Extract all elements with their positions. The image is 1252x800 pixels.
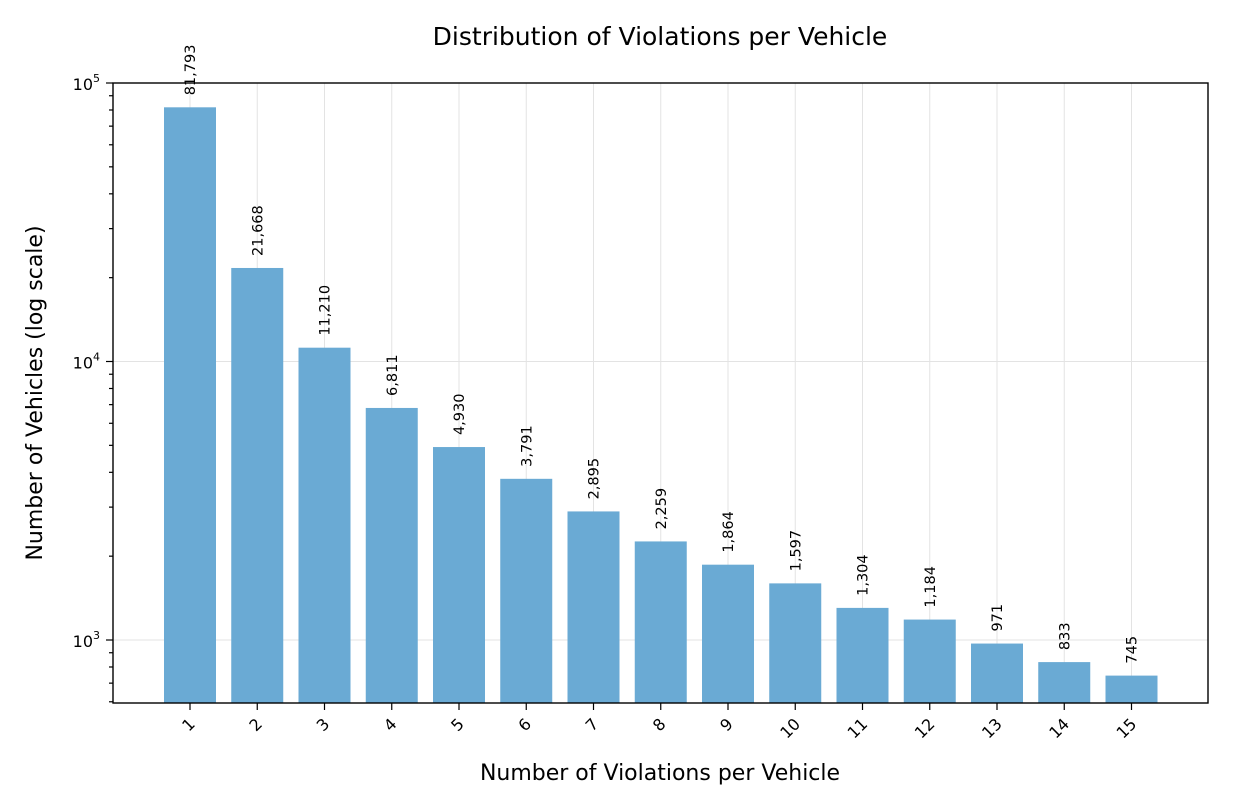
bar <box>433 447 485 703</box>
plot-frame <box>112 82 1209 704</box>
x-tick-label: 8 <box>649 714 670 735</box>
data-label: 81,793 <box>183 45 199 96</box>
data-label: 1,184 <box>923 566 939 608</box>
x-axis-label: Number of Violations per Vehicle <box>480 761 840 786</box>
data-label: 1,864 <box>721 511 737 553</box>
y-axis-label: Number of Vehicles (log scale) <box>23 225 48 560</box>
bar <box>231 267 284 703</box>
data-label: 21,668 <box>250 205 266 256</box>
data-label: 6,811 <box>385 354 401 396</box>
data-label: 2,259 <box>654 488 670 530</box>
bar <box>567 511 620 703</box>
bar <box>769 583 822 703</box>
data-label: 11,210 <box>318 285 334 336</box>
bar <box>634 541 687 703</box>
bar <box>298 347 351 703</box>
x-tick-label: 2 <box>245 714 266 735</box>
bar <box>702 564 754 703</box>
data-label: 3,791 <box>519 425 535 467</box>
x-tick-label: 7 <box>582 714 603 735</box>
bar <box>836 607 889 703</box>
bar <box>500 478 553 703</box>
bar <box>903 619 956 703</box>
x-tick-label: 13 <box>978 714 1006 742</box>
x-tick-label: 9 <box>716 714 737 735</box>
y-tick-label: 104 <box>73 351 100 373</box>
x-tick-label: 12 <box>911 714 939 742</box>
x-tick-label: 10 <box>776 714 804 742</box>
x-tick-label: 5 <box>447 714 468 735</box>
x-tick-label: 6 <box>514 714 535 735</box>
data-label: 971 <box>990 604 1006 632</box>
x-tick-label: 3 <box>313 714 334 735</box>
data-label: 4,930 <box>452 394 468 436</box>
bar <box>971 643 1023 703</box>
data-label: 745 <box>1125 636 1141 664</box>
x-tick-label: 1 <box>178 714 199 735</box>
data-label: 1,597 <box>788 530 804 572</box>
bar <box>164 107 216 704</box>
y-tick-label: 103 <box>73 629 100 651</box>
x-tick-label: 11 <box>843 714 871 742</box>
bar <box>1038 662 1091 703</box>
bar <box>365 407 418 703</box>
data-label: 2,895 <box>587 458 603 500</box>
x-tick-label: 14 <box>1045 714 1073 742</box>
bar <box>1105 675 1158 703</box>
y-tick-label: 105 <box>73 72 100 94</box>
chart-title: Distribution of Violations per Vehicle <box>433 22 888 51</box>
data-label: 1,304 <box>856 554 872 596</box>
x-tick-label: 15 <box>1112 714 1140 742</box>
bars <box>164 107 1158 704</box>
x-tick-label: 4 <box>380 714 401 735</box>
data-label: 833 <box>1057 622 1073 650</box>
